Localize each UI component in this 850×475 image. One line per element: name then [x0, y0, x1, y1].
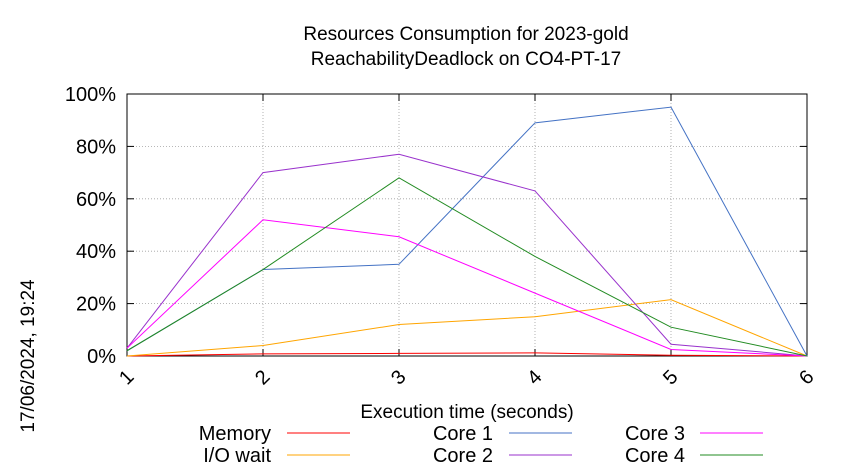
- series-line-core-4: [126, 177, 808, 357]
- grid-lines: [127, 94, 807, 356]
- x-tick-label-3: 4: [523, 366, 546, 389]
- y-tick-label-3: 60%: [76, 189, 116, 211]
- y-tick-label-4: 80%: [76, 136, 116, 158]
- x-tick-label-0: 1: [115, 366, 138, 389]
- legend-label-memory: Memory: [199, 423, 271, 445]
- legend-label-core-2: Core 2: [433, 445, 493, 467]
- chart-title: Resources Consumption for 2023-gold: [303, 24, 628, 45]
- series-line-core-1: [126, 106, 808, 357]
- x-axis-label: Execution time (seconds): [360, 402, 573, 423]
- x-tick-label-2: 3: [387, 366, 410, 389]
- axes: [126, 93, 808, 357]
- series-line-i-o-wait: [126, 299, 808, 357]
- series-line-memory: [126, 352, 808, 357]
- y-tick-label-5: 100%: [65, 84, 116, 106]
- x-tick-label-1: 2: [251, 366, 274, 389]
- legend-label-i-o-wait: I/O wait: [203, 445, 271, 467]
- y-tick-label-1: 20%: [76, 294, 116, 316]
- series-lines: [126, 106, 808, 357]
- x-tick-label-5: 6: [795, 366, 818, 389]
- legend-label-core-4: Core 4: [625, 445, 685, 467]
- legend-label-core-1: Core 1: [433, 423, 493, 445]
- chart-subtitle: ReachabilityDeadlock on CO4-PT-17: [311, 49, 622, 70]
- y-tick-label-2: 40%: [76, 241, 116, 263]
- legend-label-core-3: Core 3: [625, 423, 685, 445]
- y-tick-labels: 0% 20% 40% 60% 80% 100%: [65, 84, 116, 368]
- x-tick-labels: 1 2 3 4 5 6: [115, 366, 818, 389]
- y-tick-label-0: 0%: [87, 346, 116, 368]
- timestamp-label: 17/06/2024, 19:24: [18, 279, 39, 433]
- series-line-core-3: [126, 219, 808, 357]
- x-tick-label-4: 5: [659, 366, 682, 389]
- series-line-core-2: [126, 153, 808, 357]
- plot-border: [126, 93, 808, 357]
